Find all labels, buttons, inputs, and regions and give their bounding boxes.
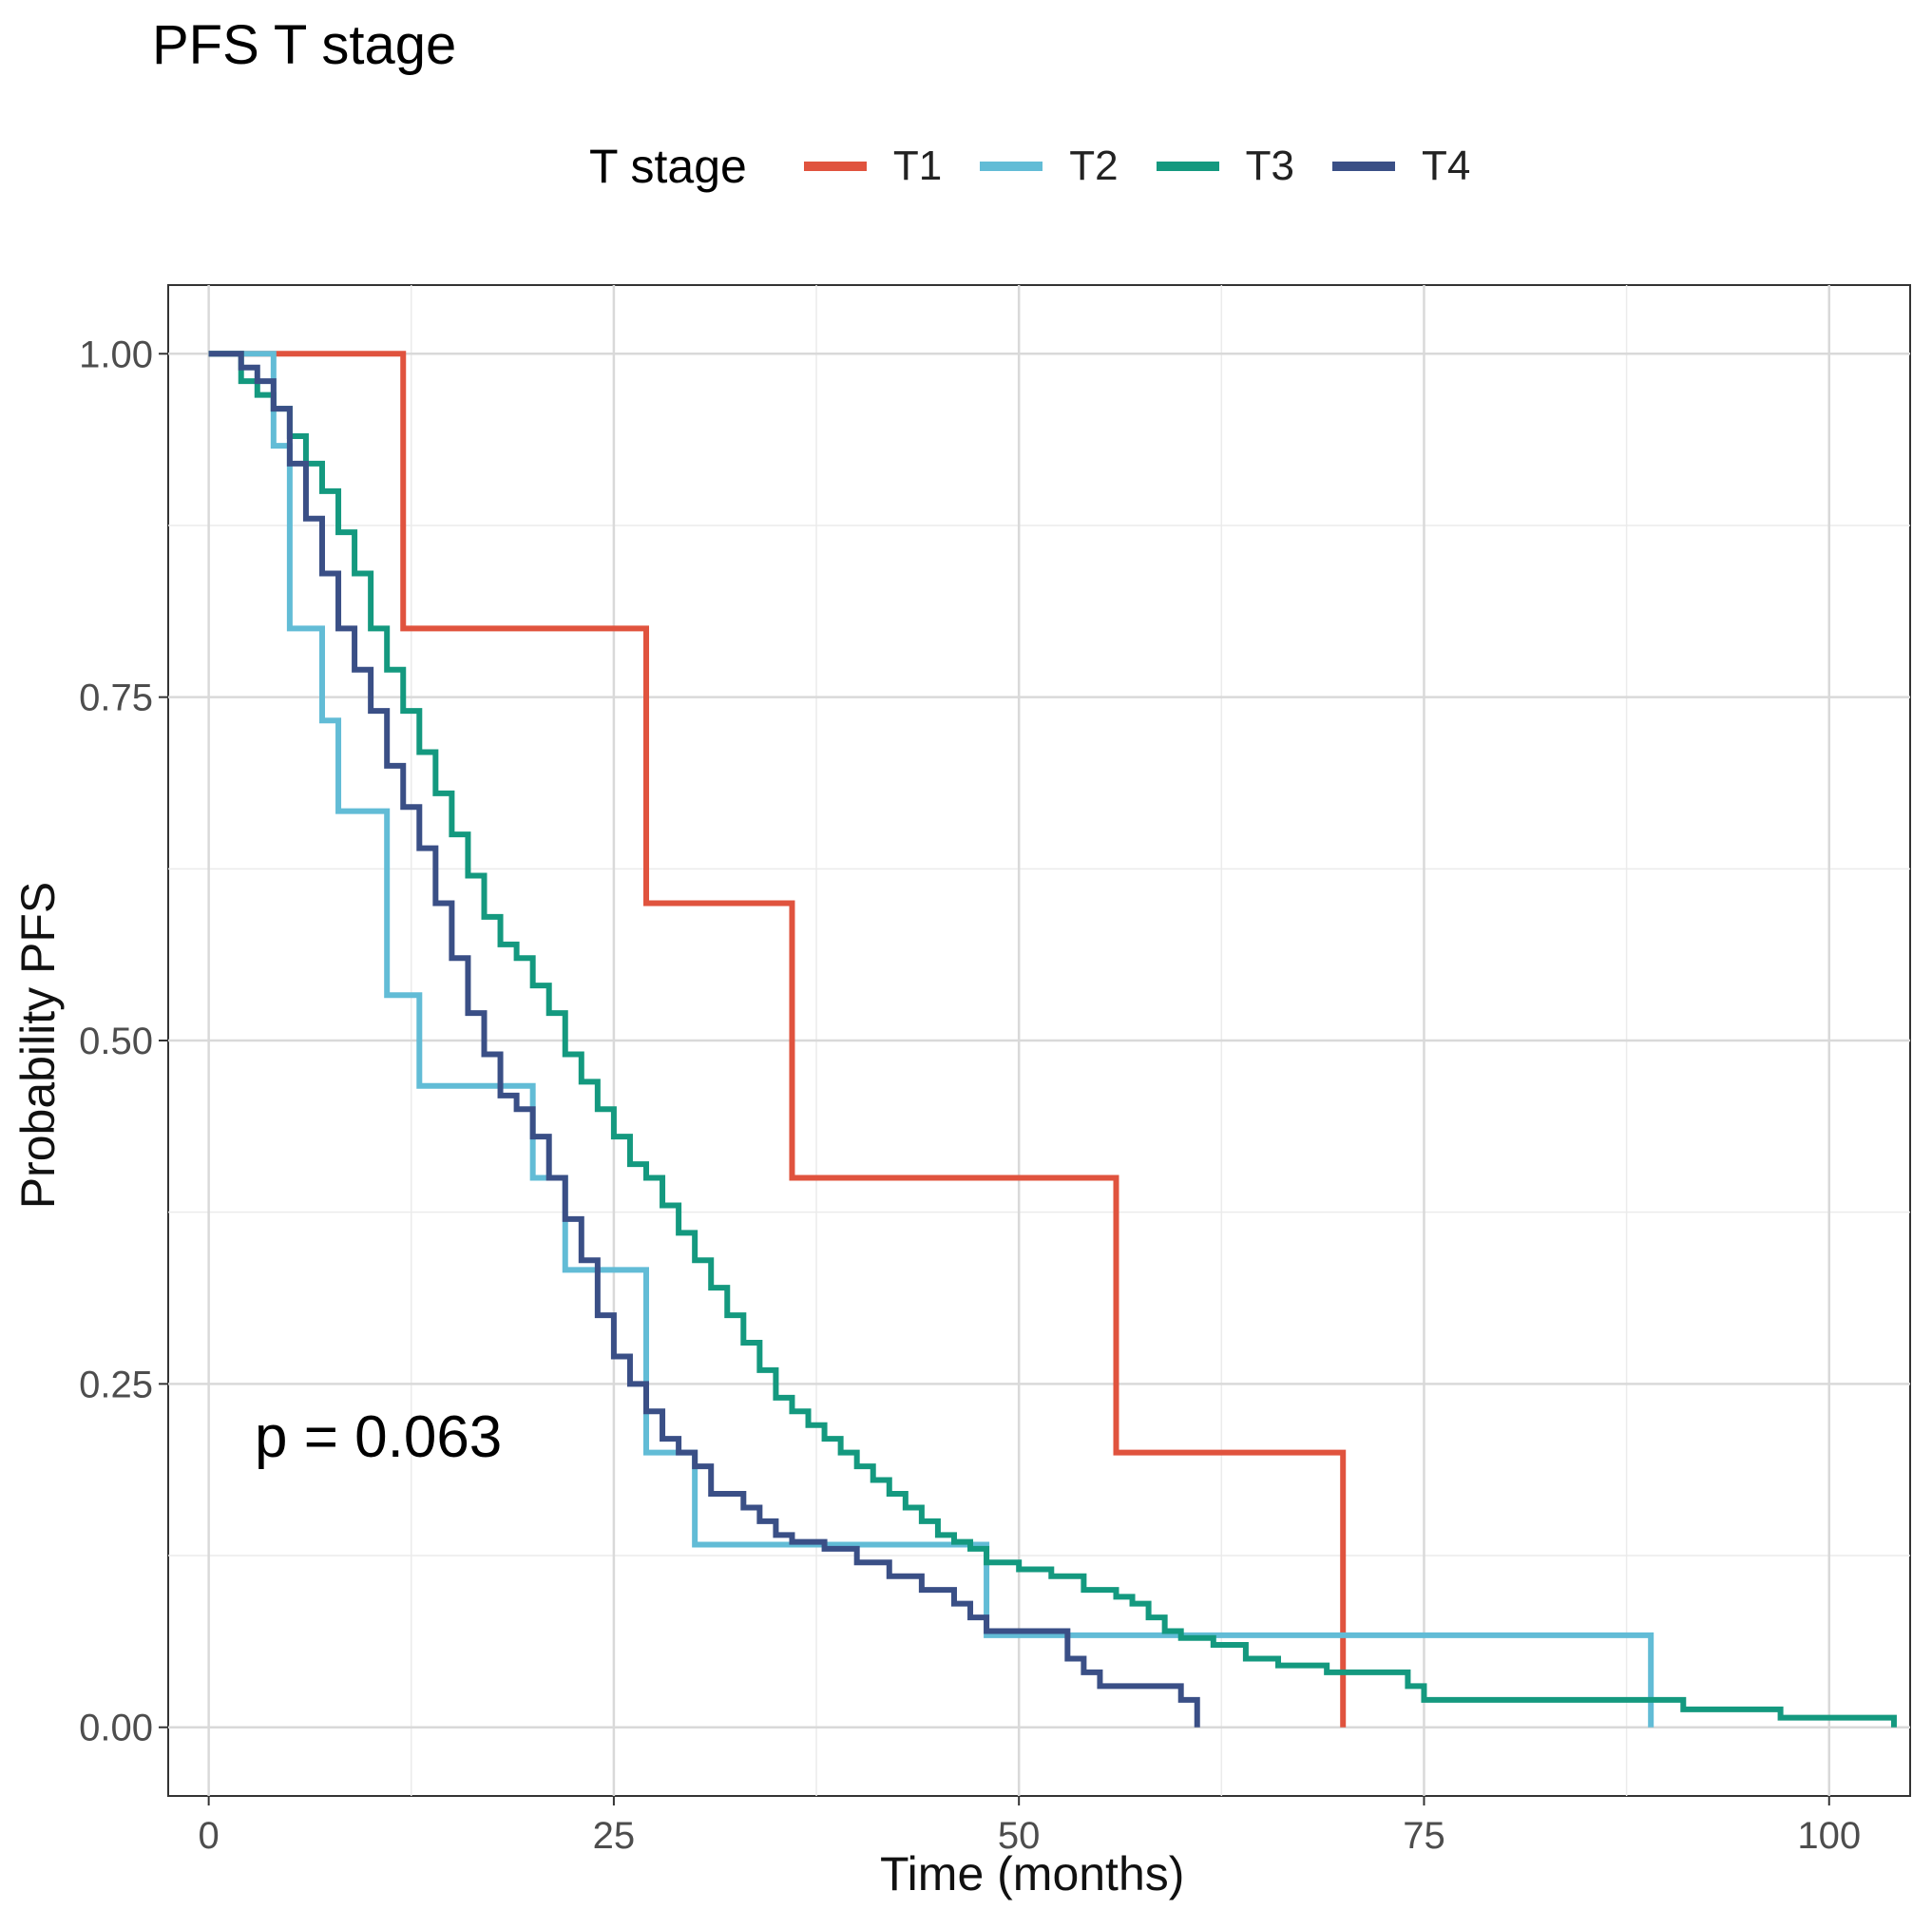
p-value-annotation: p = 0.063	[255, 1404, 503, 1470]
legend-label-t4: T4	[1421, 143, 1471, 189]
survival-curves	[208, 351, 1897, 1728]
x-tick-label: 75	[1403, 1815, 1445, 1857]
grid-major	[168, 285, 1910, 1796]
legend-label-t2: T2	[1069, 143, 1119, 189]
x-tick-label: 0	[199, 1815, 220, 1857]
legend-title: T stage	[589, 140, 747, 193]
legend: T stage T1 T2 T3 T4	[589, 133, 1508, 200]
legend-item-t1: T1	[803, 143, 943, 190]
chart-title: PFS T stage	[152, 14, 457, 76]
legend-swatch-t4	[1331, 162, 1395, 171]
x-tick-label: 100	[1797, 1815, 1861, 1857]
axes: 0 25 50 75 100 0.00 0.25 0.50 0.75 1.00	[79, 334, 1861, 1857]
legend-item-t2: T2	[980, 143, 1119, 190]
y-tick-label: 0.50	[79, 1021, 153, 1062]
legend-swatch-t3	[1156, 162, 1219, 171]
km-curve-t1	[208, 351, 1347, 1728]
legend-swatch-t1	[803, 162, 867, 171]
y-tick-label: 0.75	[79, 678, 153, 719]
legend-swatch-t2	[980, 162, 1043, 171]
km-curve-t3	[208, 351, 1897, 1728]
y-tick-label: 0.00	[79, 1708, 153, 1749]
legend-item-t3: T3	[1156, 143, 1294, 190]
x-tick-label: 25	[593, 1815, 636, 1857]
x-tick-label: 50	[998, 1815, 1041, 1857]
y-tick-label: 0.25	[79, 1364, 153, 1405]
y-axis-label: Probability PFS	[11, 881, 65, 1210]
legend-label-t1: T1	[892, 143, 943, 189]
km-curve-t4	[208, 351, 1200, 1728]
x-axis-label: Time (months)	[880, 1847, 1185, 1900]
km-curve-t2	[208, 351, 1655, 1728]
legend-label-t3: T3	[1245, 143, 1294, 189]
y-tick-label: 1.00	[79, 334, 153, 375]
legend-item-t4: T4	[1331, 143, 1471, 190]
